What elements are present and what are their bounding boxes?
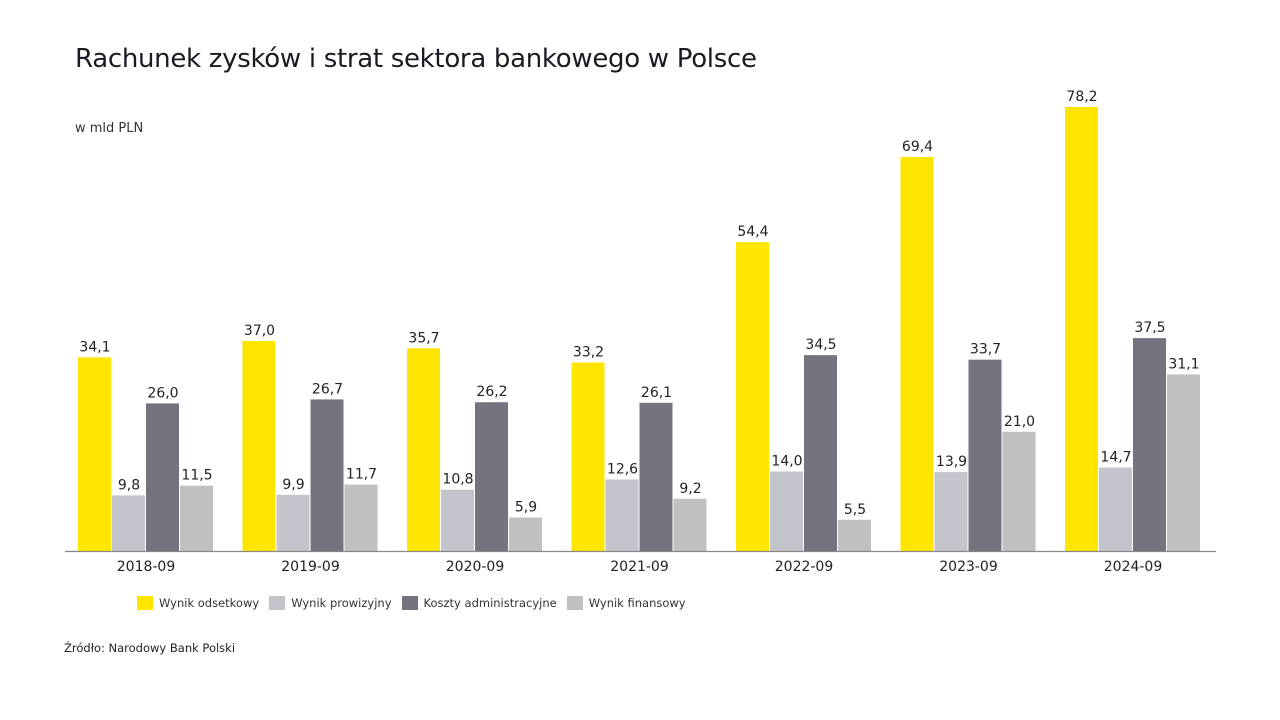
bar [276,494,310,551]
chart-subtitle: w mld PLN [75,121,144,136]
bar [441,489,474,551]
data-label: 37,5 [1134,320,1165,336]
bar [1167,374,1200,551]
data-label: 34,5 [805,337,836,353]
bar [770,471,803,551]
x-tick-label: 2023-09 [939,559,998,575]
bar [78,357,111,551]
data-label: 54,4 [737,224,768,240]
data-label: 11,5 [181,468,212,484]
bar [407,348,440,551]
legend-item: Wynik odsetkowy [137,596,259,610]
x-tick-label: 2018-09 [117,559,176,575]
data-label: 37,0 [244,323,275,339]
legend-item: Wynik prowizyjny [269,596,392,610]
x-tick-label: 2019-09 [281,559,340,575]
data-label: 21,0 [1004,414,1035,430]
bar [900,156,934,552]
bar [639,402,673,551]
data-label: 34,1 [79,339,110,355]
x-tick-label: 2021-09 [610,559,669,575]
data-label: 26,7 [312,381,343,397]
data-label: 9,9 [282,477,304,493]
legend-label: Wynik prowizyjny [291,596,392,610]
bar [673,498,707,551]
bar [571,362,605,551]
legend-item: Koszty administracyjne [401,596,557,610]
bar [804,355,837,551]
chart-title: Rachunek zysków i strat sektora bankoweg… [75,44,757,74]
bar [344,484,378,551]
data-label: 13,9 [936,454,967,470]
data-label: 12,6 [607,461,638,477]
legend-label: Wynik finansowy [588,596,686,610]
bar [310,399,344,551]
data-label: 26,1 [641,385,672,401]
data-label: 33,7 [970,342,1001,358]
data-label: 14,7 [1100,450,1131,466]
bar [146,403,179,551]
bar [242,340,276,551]
source-note: Źródło: Narodowy Bank Polski [64,641,236,655]
legend-label: Wynik odsetkowy [159,596,260,610]
data-label: 26,2 [476,384,507,400]
legend-swatch [401,596,418,610]
x-tick-label: 2020-09 [446,559,505,575]
legend-item: Wynik finansowy [566,596,686,610]
bar [605,479,639,551]
data-label: 14,0 [771,454,802,470]
bar [1099,467,1132,551]
data-label: 69,4 [902,139,933,155]
bar [1133,338,1166,551]
legend-swatch [566,596,583,610]
bar [934,472,968,551]
legend-swatch [269,596,286,610]
legend: Wynik odsetkowy Wynik prowizyjny Koszty ad… [137,596,686,610]
bar [736,242,769,551]
bar [112,495,145,551]
data-label: 35,7 [408,330,439,346]
data-label: 31,1 [1168,356,1199,372]
data-label: 9,2 [679,481,701,497]
x-tick-label: 2022-09 [775,559,834,575]
data-label: 78,2 [1066,89,1097,105]
data-label: 5,5 [844,502,866,518]
bar [509,517,542,551]
bar [475,402,508,551]
bar [968,359,1002,551]
bar [838,519,871,551]
data-label: 9,8 [118,477,140,493]
legend-label: Koszty administracyjne [423,596,557,610]
bar [180,485,213,551]
data-label: 10,8 [442,472,473,488]
legend-swatch [137,596,153,610]
data-label: 5,9 [515,500,537,516]
x-tick-label: 2024-09 [1104,559,1163,575]
bar [1002,431,1036,551]
bar [1065,107,1098,551]
data-label: 11,7 [346,467,377,483]
data-label: 26,0 [147,385,178,401]
data-label: 33,2 [573,344,604,360]
